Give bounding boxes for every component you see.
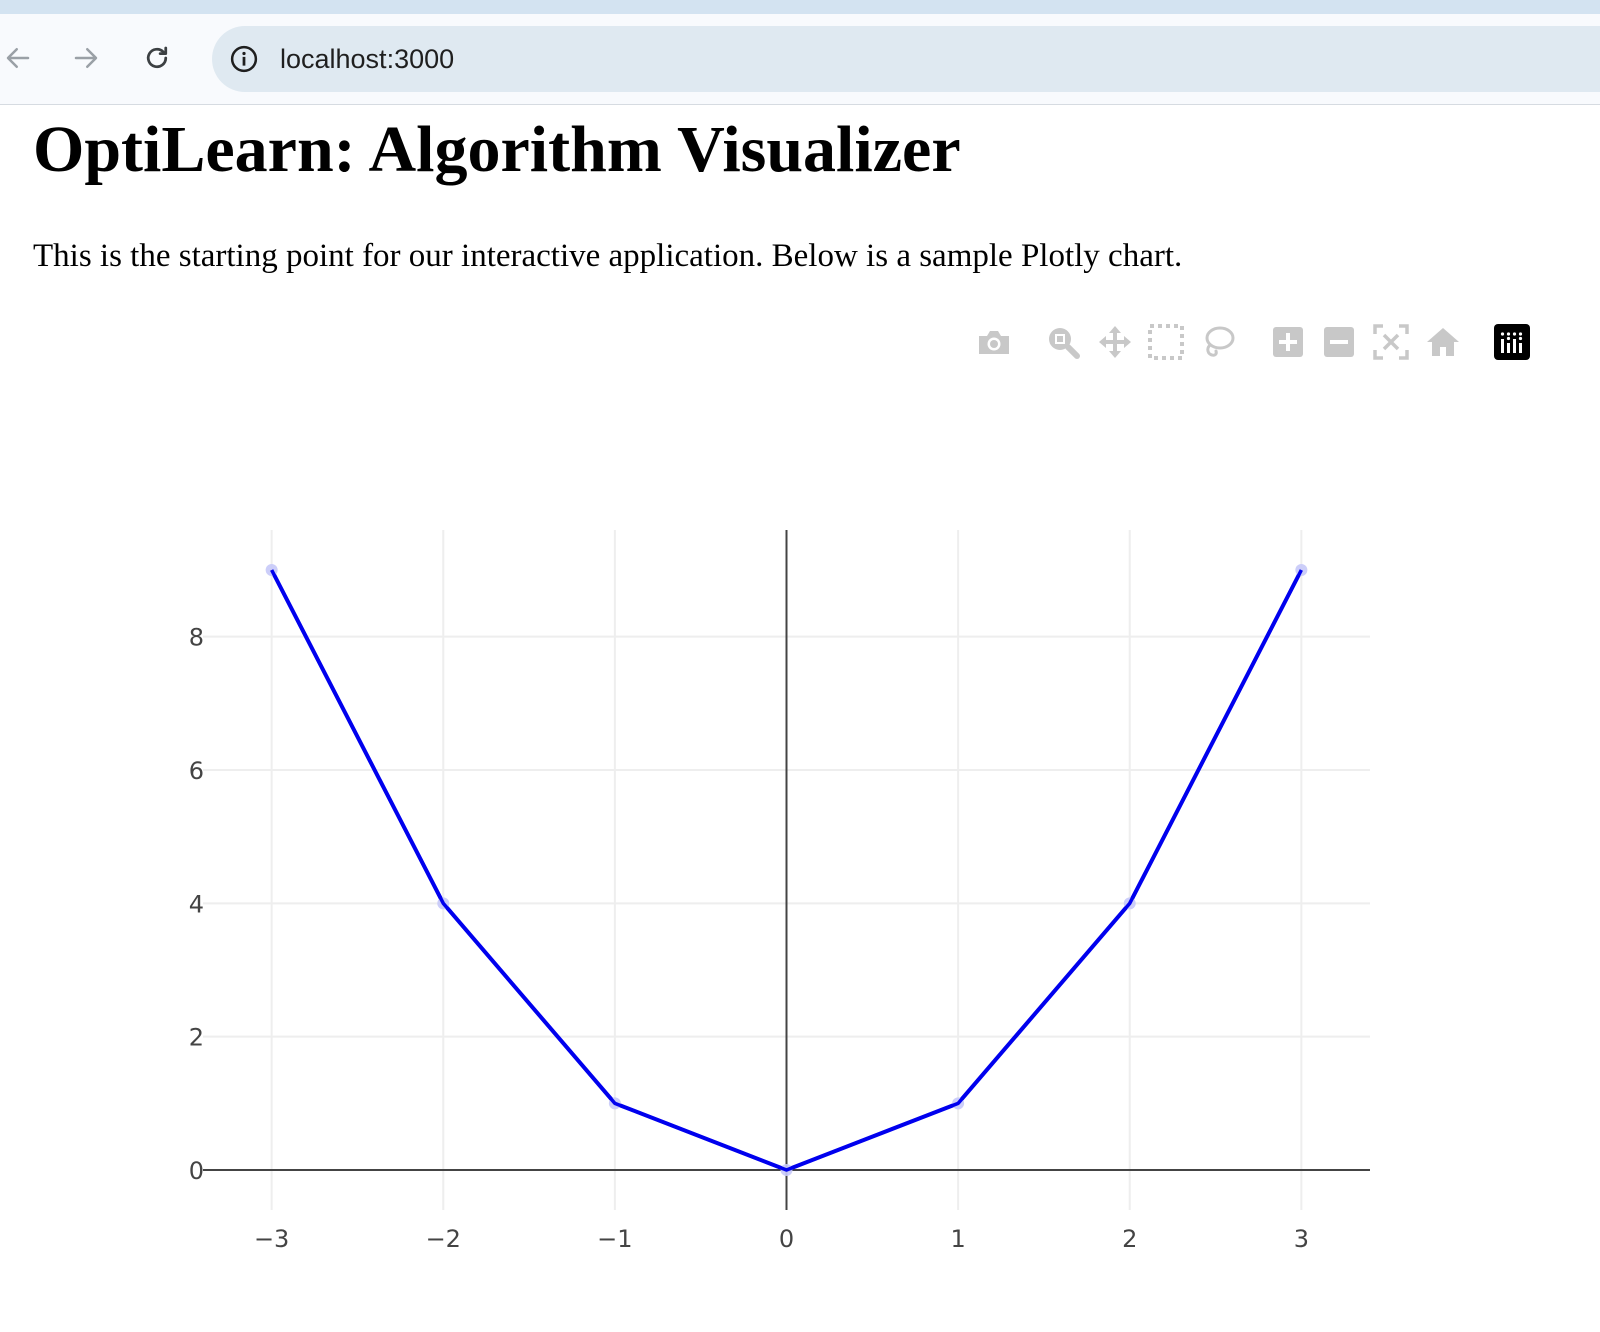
chart-axes (203, 530, 1370, 1210)
box-select-button[interactable] (1146, 322, 1186, 362)
camera-icon (979, 331, 1009, 354)
forward-button[interactable] (68, 40, 104, 76)
url-text[interactable]: localhost:3000 (280, 44, 455, 74)
address-bar[interactable]: localhost:3000 (212, 26, 1600, 92)
browser-toolbar: localhost:3000 (0, 14, 1600, 105)
x-tick-label: −2 (426, 1225, 461, 1253)
autoscale-icon (1373, 324, 1409, 360)
intro-paragraph: This is the starting point for our inter… (33, 238, 1183, 274)
y-tick-label: 0 (189, 1157, 204, 1185)
page-title: OptiLearn: Algorithm Visualizer (33, 113, 961, 186)
reset-axes-button[interactable] (1423, 322, 1463, 362)
plotly-logo-icon (1494, 324, 1530, 360)
chart-tick-labels: −3 −2 −1 0 1 2 3 0 2 4 6 8 (189, 624, 1309, 1253)
pan-button[interactable] (1095, 322, 1135, 362)
arrow-right-icon (74, 48, 98, 68)
y-tick-label: 8 (189, 624, 204, 652)
reset-axes-icon (1427, 328, 1459, 356)
y-tick-label: 6 (189, 757, 204, 785)
zoom-button[interactable] (1043, 322, 1083, 362)
plotly-logo-link[interactable] (1492, 322, 1532, 362)
y-tick-label: 2 (189, 1024, 204, 1052)
x-tick-label: −1 (597, 1225, 632, 1253)
zoom-out-button[interactable] (1319, 322, 1359, 362)
series-line-overlay (270, 569, 1303, 1172)
box-select-icon (1148, 324, 1184, 360)
lasso-select-button[interactable] (1198, 322, 1238, 362)
reload-button[interactable] (139, 40, 175, 76)
x-tick-label: 1 (950, 1225, 965, 1253)
info-circle-icon (230, 45, 258, 73)
chart-grid (203, 530, 1370, 1210)
pan-icon (1099, 326, 1131, 358)
x-tick-label: 2 (1122, 1225, 1137, 1253)
browser-tab-strip (0, 0, 1600, 14)
arrow-left-icon (6, 48, 30, 68)
site-info-button[interactable] (228, 43, 260, 75)
back-button[interactable] (0, 40, 36, 76)
lasso-select-icon (1205, 326, 1235, 357)
autoscale-button[interactable] (1371, 322, 1411, 362)
zoom-out-icon (1324, 327, 1354, 357)
zoom-in-icon (1273, 327, 1303, 357)
plot-modebar (0, 318, 1600, 368)
reload-icon (146, 46, 168, 69)
zoom-in-button[interactable] (1268, 322, 1308, 362)
download-png-button[interactable] (974, 322, 1014, 362)
y-tick-label: 4 (189, 890, 204, 918)
x-tick-label: 3 (1294, 1225, 1309, 1253)
x-tick-label: 0 (779, 1225, 794, 1253)
x-tick-label: −3 (254, 1225, 289, 1253)
chart-series (265, 564, 1308, 1176)
zoom-icon (1049, 328, 1080, 359)
